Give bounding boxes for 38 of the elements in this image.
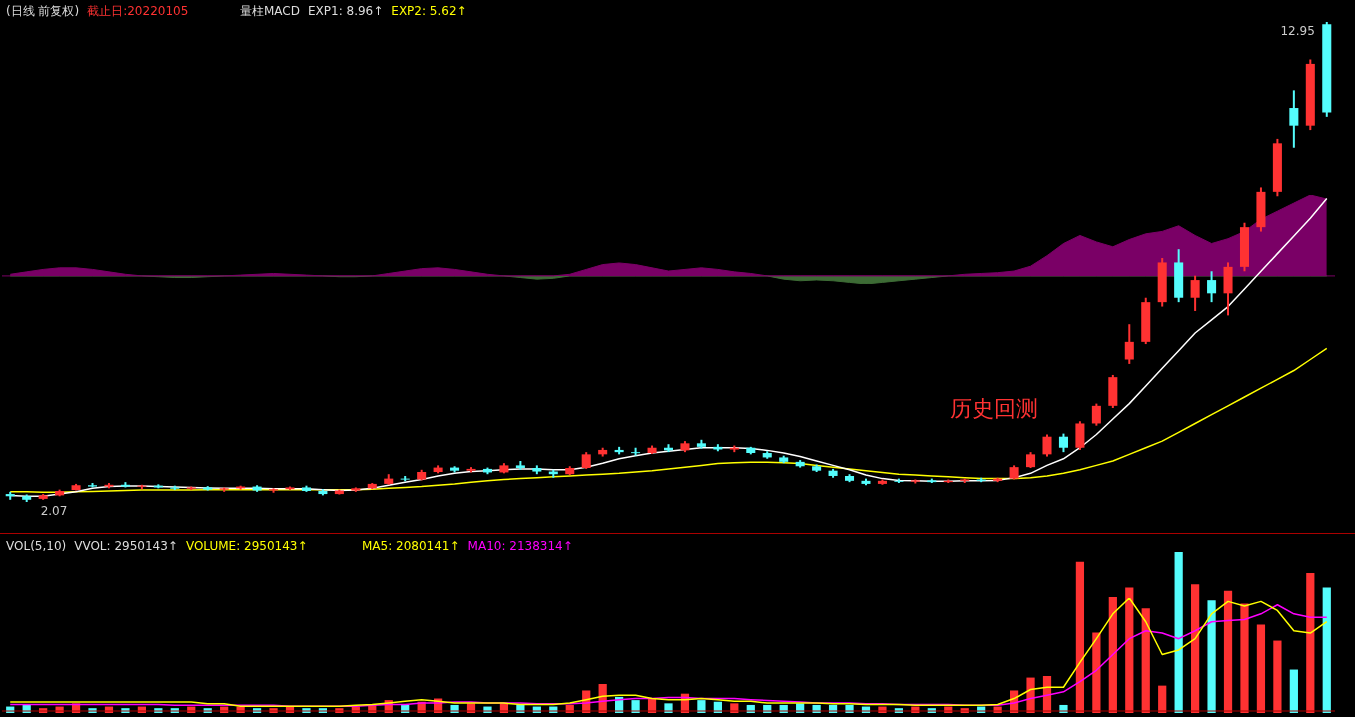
chart-title: 量柱MACD — [240, 4, 300, 18]
bar — [1240, 603, 1249, 713]
chart-title: VOL(5,10) — [6, 539, 67, 553]
candlestick — [1042, 433, 1052, 458]
text: 2.07 — [40, 504, 68, 518]
candlestick — [1207, 270, 1217, 304]
text: MA5: 2080141↑ — [362, 539, 460, 553]
bar — [1191, 584, 1200, 713]
chart-subtitle: 截止日:20220105 — [87, 4, 189, 18]
bar — [664, 703, 673, 713]
bar — [1141, 608, 1150, 713]
chart-title: (日线 前复权) — [6, 4, 80, 18]
annotation: VVOL: 2950143↑ — [74, 539, 178, 553]
annotation: 历史回测 — [950, 395, 1038, 423]
bar — [631, 700, 640, 713]
annotation: VOLUME: 2950143↑ — [185, 539, 308, 553]
bar — [1026, 677, 1035, 713]
bar — [697, 700, 706, 713]
bar — [1273, 640, 1282, 713]
bar — [1125, 587, 1134, 713]
bar — [1075, 561, 1085, 713]
text: EXP2: 5.62↑ — [391, 4, 467, 18]
bar — [1306, 572, 1315, 713]
bar — [1174, 552, 1183, 713]
text: EXP1: 8.96↑ — [307, 4, 384, 18]
bar — [1223, 590, 1233, 713]
bar — [1289, 669, 1298, 713]
candlestick — [1091, 402, 1101, 427]
candlestick — [1190, 274, 1200, 312]
bar — [1322, 587, 1331, 713]
bar — [1256, 624, 1266, 713]
bar — [1207, 600, 1216, 713]
candlestick — [1058, 432, 1068, 454]
bar — [1108, 597, 1117, 713]
candlestick — [1289, 89, 1299, 149]
text: MA10: 2138314↑ — [467, 539, 573, 553]
candlestick — [1124, 323, 1134, 365]
annotation: 12.95 — [1280, 24, 1315, 38]
